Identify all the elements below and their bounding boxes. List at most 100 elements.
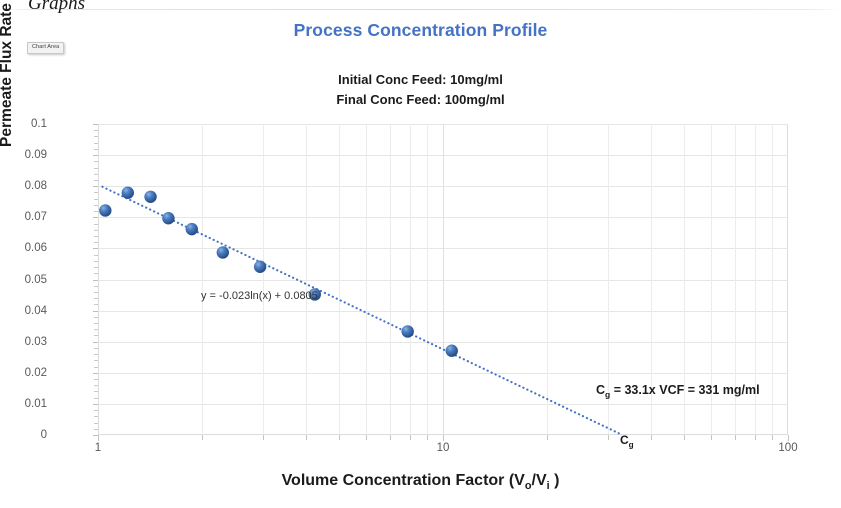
- vertical-gridline: [734, 124, 736, 435]
- y-axis-minor-tick: [94, 223, 98, 225]
- y-axis-tick-label: 0.08: [24, 180, 47, 193]
- subtitle-label-final: Final Conc Feed:: [336, 92, 442, 107]
- vertical-gridline: [684, 124, 686, 435]
- subtitle-value-initial: 10mg/ml: [450, 72, 503, 87]
- x-axis-minor-tick: [339, 435, 341, 440]
- y-axis-minor-tick: [94, 254, 98, 256]
- data-layer: [99, 185, 624, 437]
- trendline-path: [101, 185, 624, 437]
- y-axis-minor-tick: [94, 323, 98, 325]
- vertical-gridline-decade: [443, 124, 444, 435]
- y-axis-minor-tick: [94, 347, 98, 349]
- subtitle-label-initial: Initial Conc Feed:: [338, 72, 447, 87]
- trendline-equation-annotation: y = -0.023ln(x) + 0.0805: [201, 290, 318, 302]
- document-heading: Graphs: [28, 0, 86, 14]
- y-axis-tick: [93, 217, 98, 219]
- y-axis-tick-label: 0.09: [24, 149, 47, 162]
- y-axis-minor-tick: [94, 198, 98, 200]
- plot-area: y = -0.023ln(x) + 0.0805: [93, 124, 789, 441]
- vertical-gridline: [305, 124, 307, 435]
- x-axis-minor-tick: [546, 435, 548, 440]
- y-axis-minor-tick: [94, 167, 98, 169]
- y-axis-tick-label: 0.05: [24, 273, 47, 286]
- x-axis-minor-tick: [711, 435, 713, 440]
- y-axis-tick: [93, 155, 98, 157]
- x-axis-minor-tick: [772, 435, 774, 440]
- x-axis-minor-tick: [389, 435, 391, 440]
- y-axis-tick-label: 0.1: [31, 118, 47, 130]
- data-point: [144, 190, 157, 203]
- y-axis-tick: [93, 248, 98, 250]
- vertical-gridline: [650, 124, 652, 435]
- data-points: [99, 186, 458, 357]
- y-axis-minor-tick: [94, 285, 98, 287]
- chart-subtitle: Initial Conc Feed: 10mg/ml Final Conc Fe…: [0, 70, 841, 110]
- y-axis-minor-tick: [94, 273, 98, 275]
- y-axis-minor-tick: [94, 410, 98, 412]
- data-point: [445, 344, 458, 357]
- y-axis-tick-label: 0.01: [24, 397, 47, 410]
- page-top-rule: [0, 9, 841, 10]
- y-axis-minor-tick: [94, 211, 98, 213]
- y-axis-minor-tick: [94, 173, 98, 175]
- vertical-gridline: [201, 124, 203, 435]
- cg-result-annotation: Cg = 33.1x VCF = 331 mg/ml: [596, 383, 760, 400]
- x-axis-tick: [788, 435, 789, 441]
- vertical-gridline: [409, 124, 411, 435]
- data-point: [253, 260, 267, 273]
- y-axis-minor-tick: [94, 161, 98, 163]
- vertical-gridline: [607, 124, 609, 435]
- y-axis-tick-label: 0: [40, 429, 47, 441]
- x-axis-minor-tick: [409, 435, 411, 440]
- y-axis-minor-tick: [94, 304, 98, 306]
- y-axis-tick: [93, 435, 98, 436]
- trendline: [101, 185, 624, 437]
- y-axis-minor-tick: [94, 428, 98, 430]
- y-axis-tick-label: 0.04: [24, 304, 47, 317]
- vertical-gridline: [772, 124, 774, 435]
- y-axis-minor-tick: [94, 235, 98, 237]
- y-axis-minor-tick: [94, 379, 98, 381]
- y-axis-minor-tick: [94, 136, 98, 138]
- data-point: [308, 288, 321, 301]
- y-axis-minor-tick: [94, 291, 98, 293]
- y-axis-minor-tick: [94, 391, 98, 393]
- data-point: [401, 325, 414, 338]
- x-axis-minor-tick: [305, 435, 307, 440]
- x-axis-minor-tick: [734, 435, 736, 440]
- y-axis-minor-tick: [94, 298, 98, 300]
- y-axis-minor-tick: [94, 316, 98, 318]
- x-axis-minor-tick: [754, 435, 756, 440]
- y-axis-minor-tick: [94, 366, 98, 368]
- y-axis-tick: [93, 186, 98, 188]
- data-point: [121, 186, 134, 199]
- vertical-gridline: [427, 124, 429, 435]
- data-point: [99, 204, 112, 217]
- y-axis-minor-tick: [94, 267, 98, 269]
- x-axis-minor-tick: [201, 435, 203, 440]
- y-axis-tick: [93, 124, 98, 125]
- vertical-gridline: [339, 124, 341, 435]
- vertical-gridline: [366, 124, 368, 435]
- y-axis-minor-tick: [94, 229, 98, 231]
- x-axis-tick-label: 100: [778, 442, 798, 454]
- y-axis-tick-label: 0.06: [24, 242, 47, 255]
- vertical-gridline: [389, 124, 391, 435]
- x-axis-tick: [443, 435, 444, 441]
- x-axis-minor-tick: [427, 435, 429, 440]
- x-axis-minor-tick: [684, 435, 686, 440]
- y-axis-tick: [93, 310, 98, 312]
- x-axis-minor-tick: [262, 435, 264, 440]
- x-axis-title: Volume Concentration Factor (Vo/Vi ): [281, 472, 560, 493]
- y-axis-minor-tick: [94, 360, 98, 362]
- y-axis-minor-tick: [94, 242, 98, 244]
- y-axis-minor-tick: [94, 397, 98, 399]
- data-point: [216, 246, 229, 259]
- cg-axis-marker-label: Cg: [620, 433, 634, 450]
- chart-area-tooltip: Chart Area: [27, 42, 65, 54]
- y-axis-minor-tick: [94, 204, 98, 206]
- subtitle-line-initial: Initial Conc Feed: 10mg/ml: [0, 70, 841, 90]
- x-axis-minor-tick: [366, 435, 368, 440]
- x-axis-tick-label: 10: [436, 442, 450, 454]
- vertical-gridline: [711, 124, 713, 435]
